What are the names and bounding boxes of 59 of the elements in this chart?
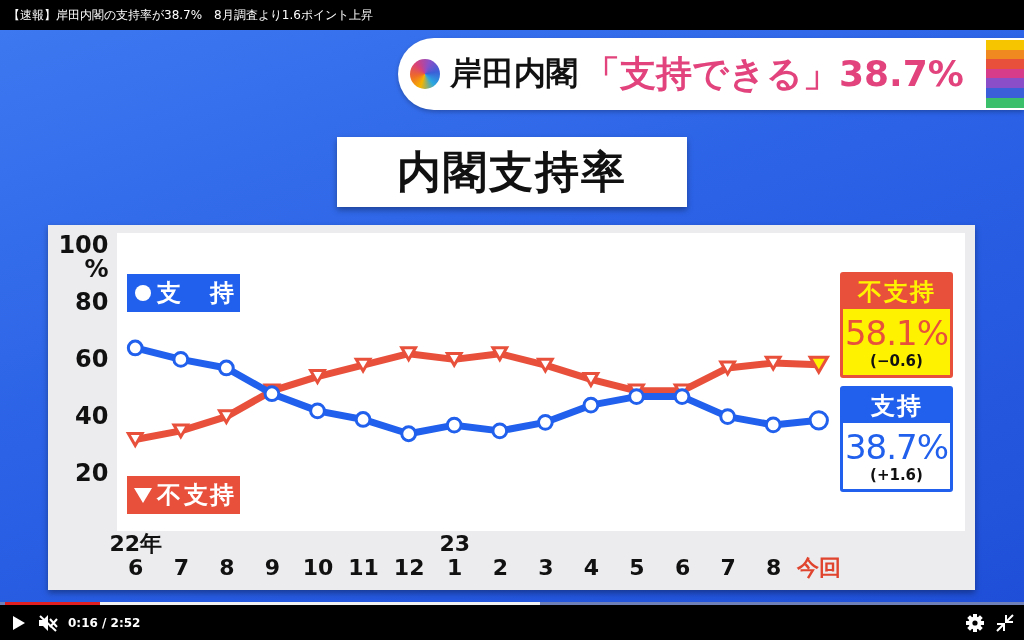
x-tick-label: 7 bbox=[720, 554, 736, 580]
x-tick-label: 10 bbox=[302, 554, 334, 580]
x-tick-label: 11 bbox=[348, 554, 379, 580]
x-tick-label: 12 bbox=[393, 554, 425, 580]
point bbox=[172, 351, 190, 368]
series-label: 支持 bbox=[157, 278, 234, 308]
text: (+1.6) bbox=[870, 466, 923, 484]
x-tick-label: 6 bbox=[674, 554, 691, 580]
y-tick-label: 80 bbox=[75, 287, 109, 316]
point bbox=[536, 357, 554, 373]
point bbox=[491, 346, 509, 362]
point bbox=[445, 416, 463, 434]
x-tick-label: 8 bbox=[766, 554, 782, 580]
x-tick-label: 7 bbox=[173, 554, 189, 580]
point bbox=[764, 416, 782, 434]
text: 岸田内閣 bbox=[450, 53, 578, 94]
x-tick-label: 2 bbox=[492, 554, 508, 580]
series-label: 不支持 bbox=[157, 480, 234, 510]
text: 【速報】岸田内閣の支持率が38.7% 8月調査より1.6ポイント上昇 bbox=[8, 8, 373, 22]
point bbox=[126, 339, 144, 357]
data-label: 38.7% bbox=[844, 427, 948, 467]
text: 「支持できる」38.7% bbox=[584, 51, 964, 96]
point bbox=[673, 388, 691, 405]
point bbox=[217, 409, 235, 425]
point bbox=[719, 360, 737, 376]
point bbox=[309, 402, 326, 420]
point bbox=[582, 371, 600, 387]
x-tick-label: 今回 bbox=[796, 554, 842, 580]
point bbox=[628, 388, 645, 405]
point bbox=[126, 432, 144, 447]
y-tick-label: 60 bbox=[75, 344, 109, 373]
text: 不支持 bbox=[857, 278, 936, 306]
point bbox=[719, 408, 737, 425]
point bbox=[217, 359, 235, 377]
text: 支持 bbox=[870, 392, 923, 420]
text: (−0.6) bbox=[870, 352, 923, 370]
point bbox=[582, 396, 600, 414]
x-tick-label: 8 bbox=[219, 554, 235, 580]
x-tick-label: 3 bbox=[538, 554, 554, 580]
point bbox=[445, 351, 463, 367]
point bbox=[309, 369, 326, 385]
x-tick-label: 5 bbox=[629, 554, 645, 580]
point bbox=[536, 413, 554, 431]
x-tick-label: 23 1 bbox=[439, 530, 471, 580]
point bbox=[172, 423, 190, 439]
x-tick-label: 9 bbox=[264, 554, 281, 580]
point bbox=[764, 355, 782, 371]
point bbox=[491, 422, 509, 440]
point bbox=[400, 346, 418, 362]
text: 0:16 / 2:52 bbox=[68, 616, 141, 630]
y-tick-label: 40 bbox=[75, 402, 109, 431]
point bbox=[400, 425, 418, 443]
data-label: 58.1% bbox=[844, 313, 948, 353]
point bbox=[354, 411, 372, 428]
x-tick-label: 22年 6 bbox=[109, 530, 163, 580]
point bbox=[354, 357, 372, 373]
y-tick-label: 20 bbox=[75, 459, 109, 488]
chart-title: 内閣支持率 bbox=[397, 144, 627, 199]
x-tick-label: 4 bbox=[583, 554, 600, 580]
